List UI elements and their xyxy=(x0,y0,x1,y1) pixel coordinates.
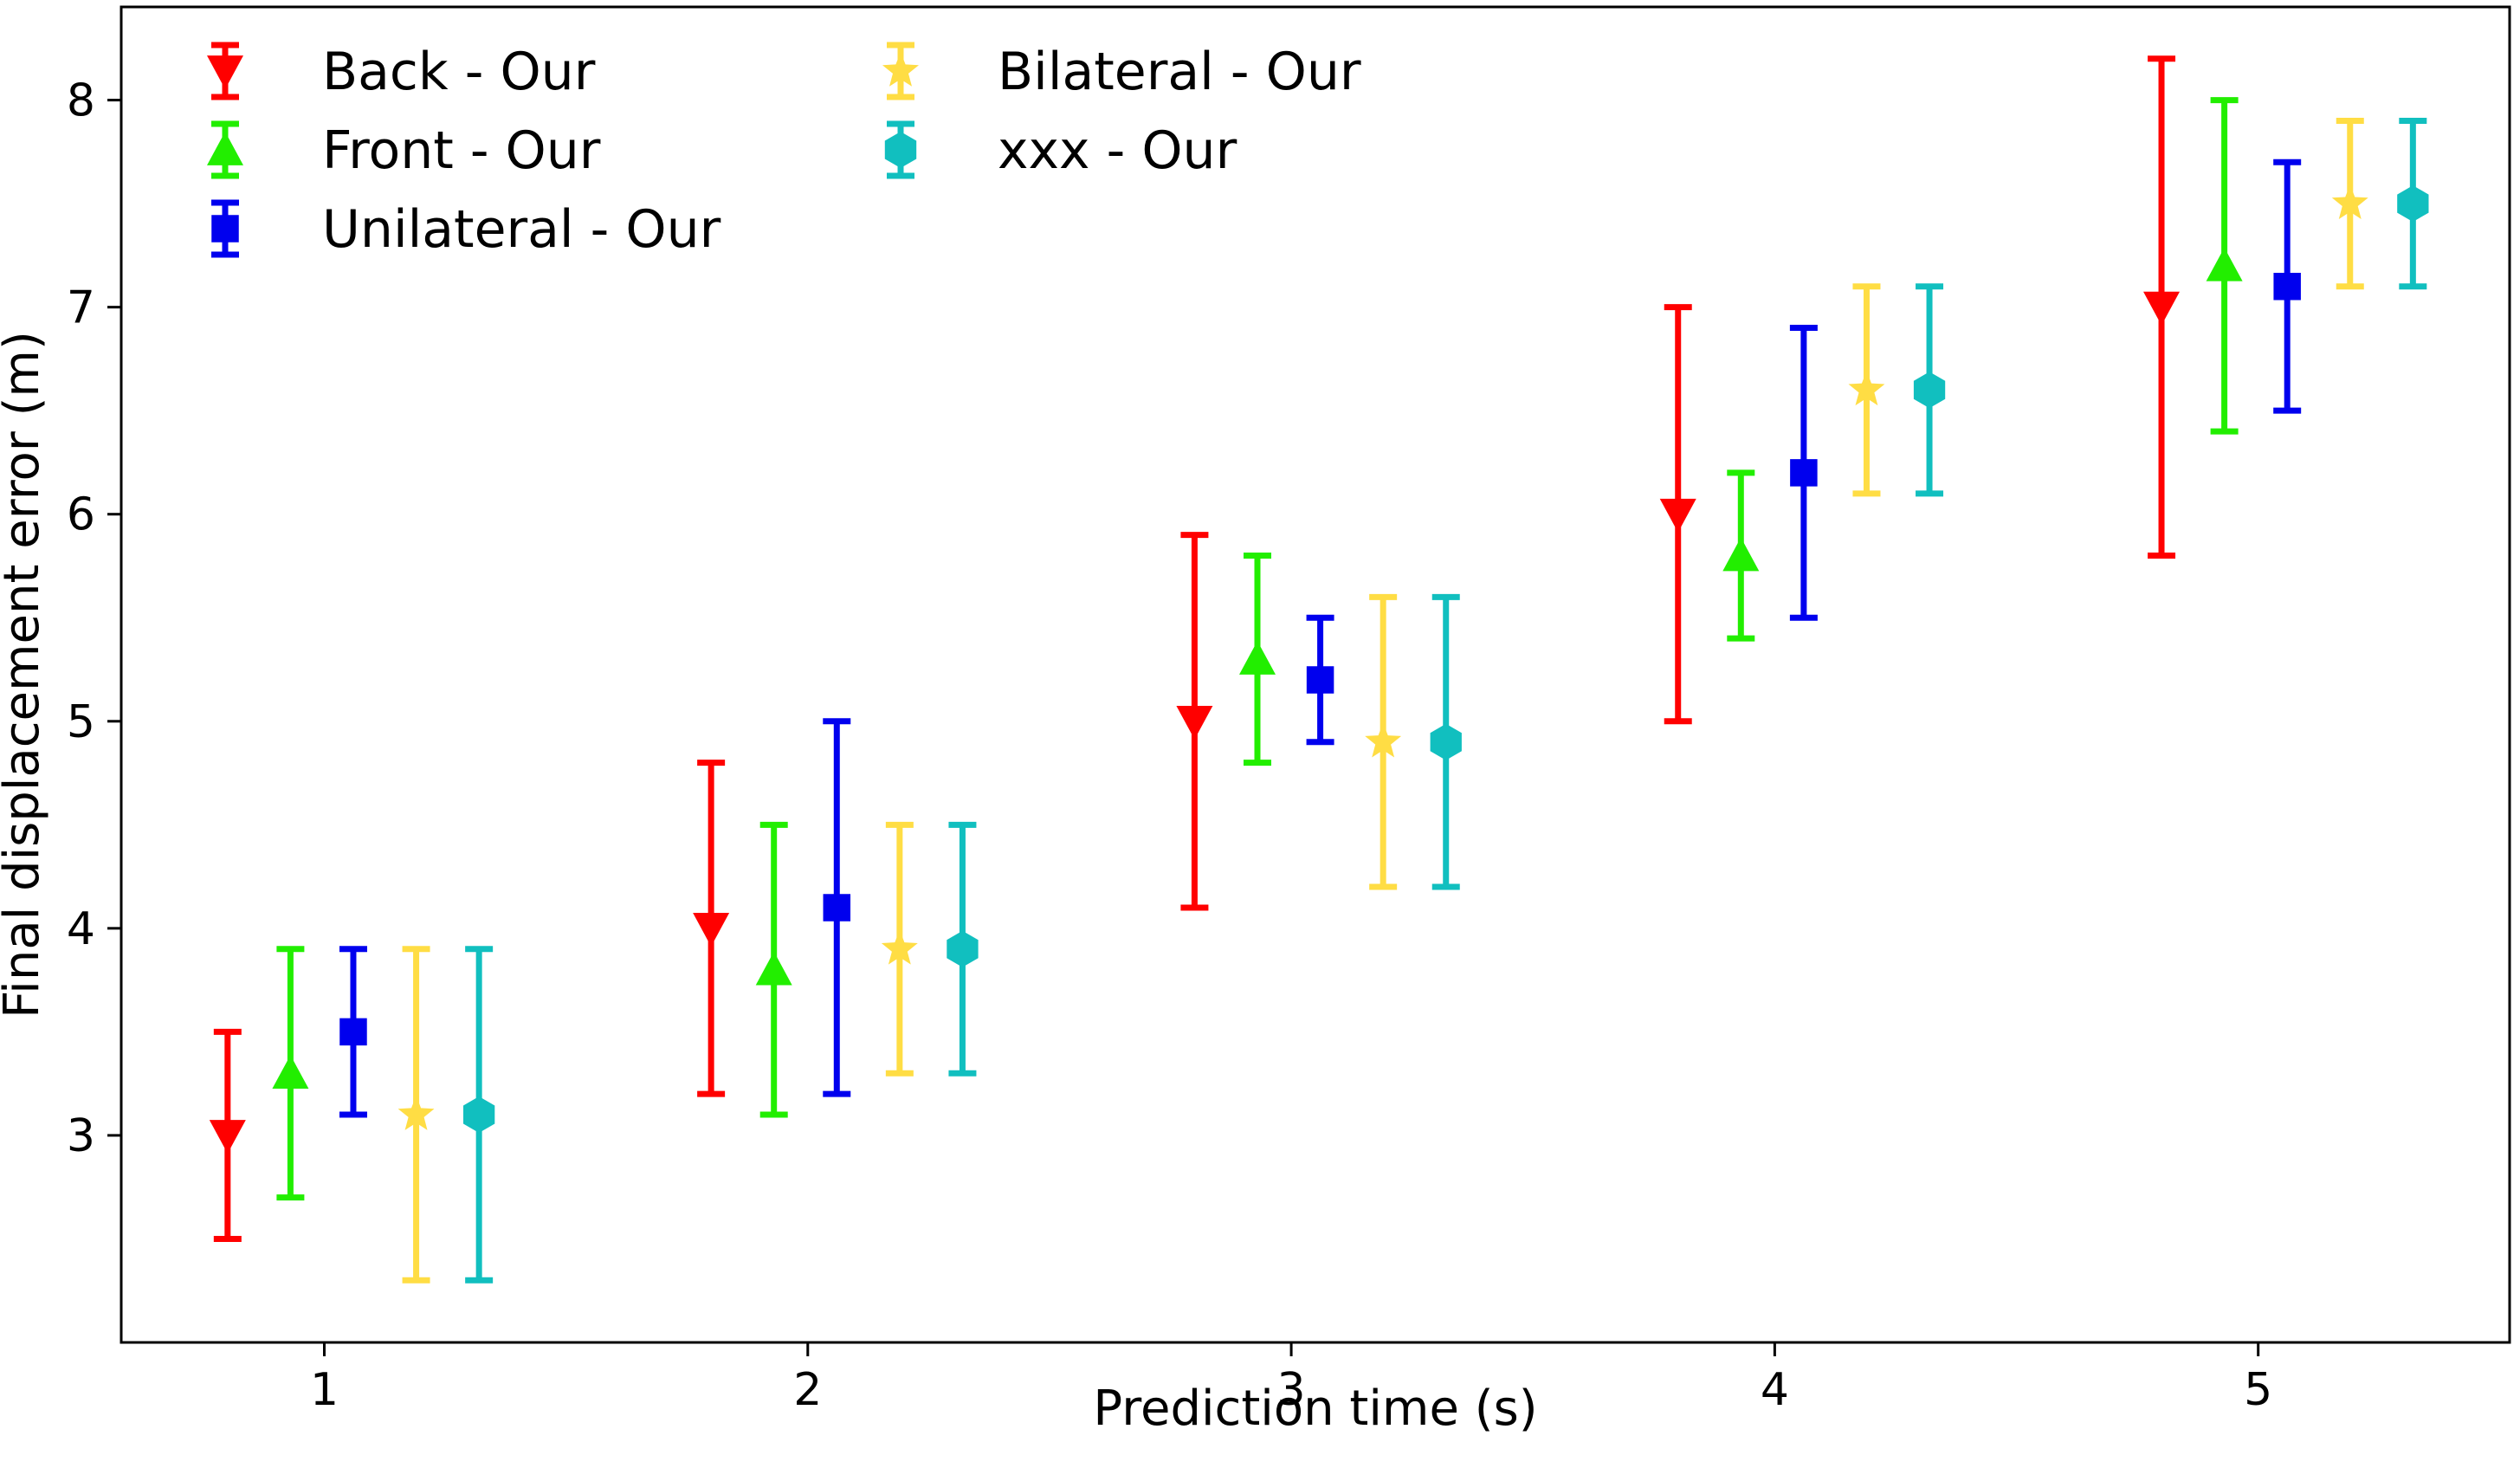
y-tick-label: 5 xyxy=(67,696,95,748)
x-axis: 1 2 3 4 5 xyxy=(310,1342,2272,1416)
data-point xyxy=(339,1018,367,1046)
legend-item: Back - Our xyxy=(207,42,596,102)
data-point xyxy=(2331,184,2368,219)
x-tick-label: 5 xyxy=(2244,1364,2272,1416)
data-point xyxy=(2397,185,2429,223)
data-point xyxy=(1365,722,1402,758)
legend-item: xxx - Our xyxy=(884,120,1237,181)
legend-marker xyxy=(207,55,243,89)
series-Front - Our xyxy=(272,97,2243,1201)
data-point xyxy=(1239,641,1276,675)
y-tick-label: 4 xyxy=(67,903,95,955)
legend-item: Unilateral - Our xyxy=(211,199,721,260)
data-point xyxy=(755,951,792,986)
data-point xyxy=(1659,498,1696,533)
legend-label: Back - Our xyxy=(322,42,596,102)
plot-frame xyxy=(120,5,2511,1344)
data-point xyxy=(1176,705,1213,740)
data-point xyxy=(1790,459,1818,487)
data-point xyxy=(2143,291,2181,326)
legend-marker xyxy=(882,52,919,87)
series-xxx - Our xyxy=(463,117,2429,1284)
legend: Back - Our Front - Our Unilateral - Our Bil… xyxy=(207,42,1361,260)
x-tick-label: 2 xyxy=(793,1364,822,1416)
data-point xyxy=(947,930,979,967)
y-axis-label: Final displacement error (m) xyxy=(0,331,50,1019)
data-point xyxy=(1430,723,1462,760)
plot-area xyxy=(209,55,2429,1284)
y-tick-label: 6 xyxy=(67,489,95,541)
data-point xyxy=(2273,272,2301,301)
legend-label: Bilateral - Our xyxy=(998,42,1361,102)
legend-label: Front - Our xyxy=(322,120,601,181)
series-Bilateral - Our xyxy=(397,117,2368,1284)
x-tick-label: 3 xyxy=(1277,1364,1306,1416)
x-axis-label: Prediction time (s) xyxy=(1093,1381,1537,1437)
series-Unilateral - Our xyxy=(339,158,2302,1118)
data-point xyxy=(272,1055,309,1090)
x-tick-label: 1 xyxy=(310,1364,339,1416)
data-point xyxy=(1913,372,1946,409)
legend-label: Unilateral - Our xyxy=(322,199,721,260)
legend-item: Bilateral - Our xyxy=(882,42,1361,102)
y-tick-label: 7 xyxy=(67,282,95,334)
y-tick-label: 8 xyxy=(67,75,95,127)
data-point xyxy=(209,1120,246,1154)
data-point xyxy=(823,894,851,922)
legend-marker xyxy=(207,132,243,165)
data-point xyxy=(2206,247,2243,281)
y-axis: 3 4 5 6 7 8 xyxy=(67,75,121,1162)
series-Back - Our xyxy=(209,55,2181,1242)
data-point xyxy=(881,929,918,965)
data-point xyxy=(1848,371,1885,406)
data-point xyxy=(693,913,730,947)
data-point xyxy=(463,1096,495,1133)
y-tick-label: 3 xyxy=(67,1110,95,1162)
data-point xyxy=(397,1096,435,1130)
data-point xyxy=(1722,537,1760,572)
data-point xyxy=(1306,666,1334,694)
legend-label: xxx - Our xyxy=(998,120,1237,181)
legend-item: Front - Our xyxy=(207,120,601,181)
legend-marker xyxy=(884,132,917,168)
x-tick-label: 4 xyxy=(1761,1364,1789,1416)
legend-marker xyxy=(211,215,239,243)
